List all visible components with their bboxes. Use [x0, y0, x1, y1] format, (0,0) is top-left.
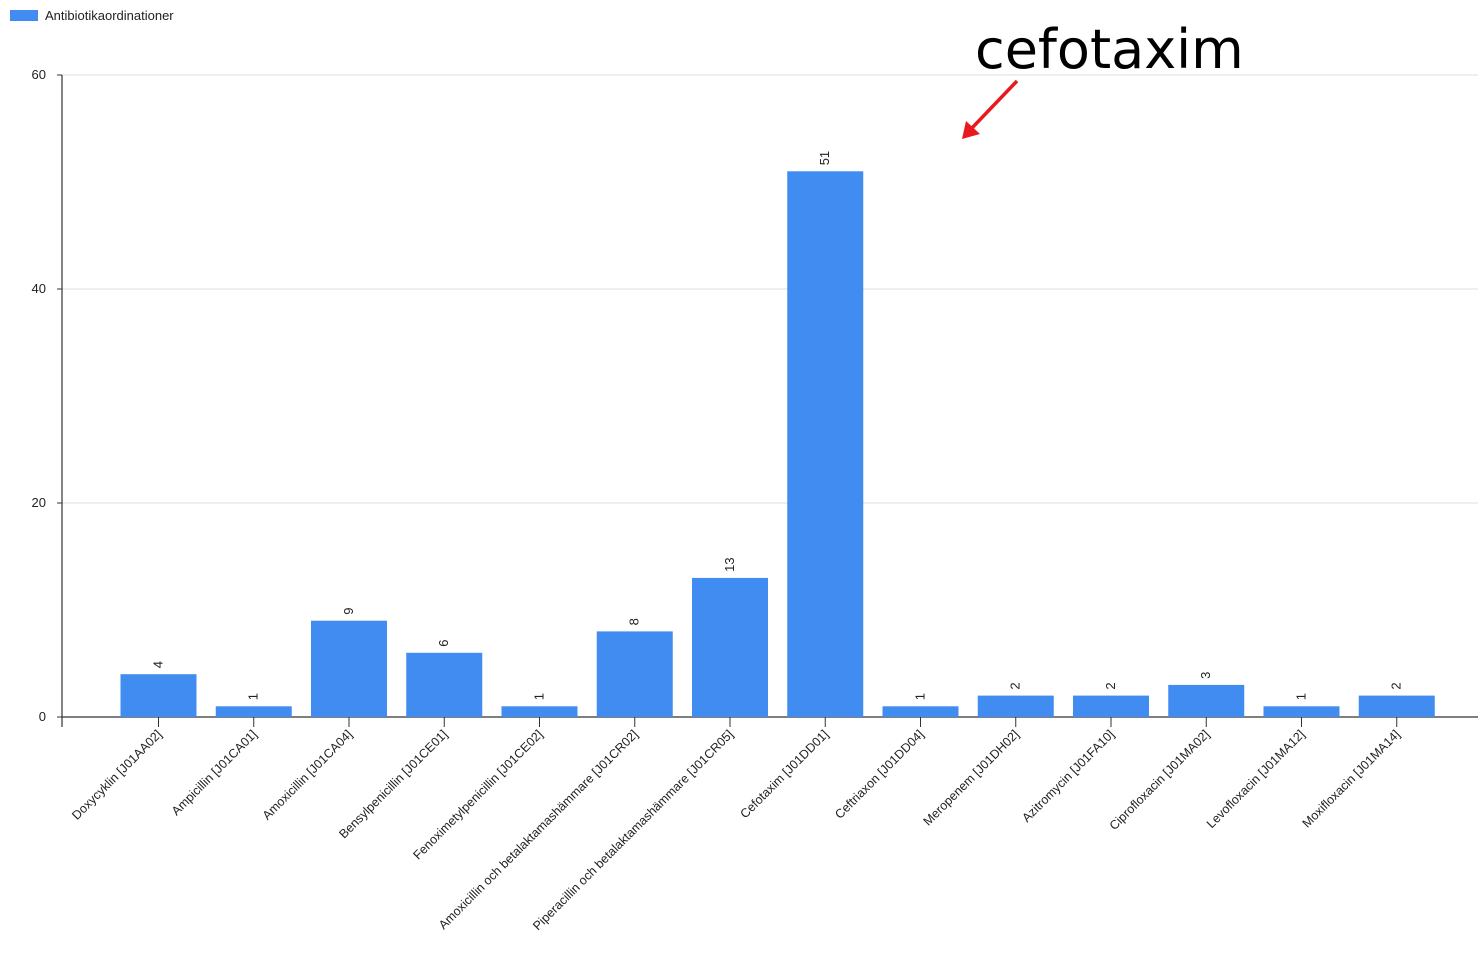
bar-2	[311, 620, 387, 717]
legend: Antibiotikaordinationer	[10, 8, 174, 23]
value-label-13: 2	[1389, 682, 1404, 689]
value-label-7: 51	[817, 151, 832, 165]
category-label-7: Cefotaxim [J01DD01]	[737, 727, 831, 821]
y-tick-label-40: 40	[32, 281, 46, 296]
category-label-1: Ampicillin [J01CA01]	[169, 727, 260, 818]
annotation: cefotaxim	[962, 18, 1244, 139]
y-tick-labels: 0 20 40 60	[32, 67, 62, 724]
bar-0	[120, 674, 197, 717]
bar-11	[1168, 684, 1245, 717]
value-label-10: 2	[1103, 682, 1118, 689]
category-label-10: Azitromycin [J01FA10]	[1019, 727, 1117, 825]
bar-7	[787, 171, 864, 718]
value-label-2: 9	[341, 607, 356, 614]
category-label-8: Ceftriaxon [J01DD04]	[832, 727, 926, 821]
value-label-11: 3	[1198, 672, 1213, 679]
x-ticks	[158, 717, 1398, 727]
bar-3	[406, 652, 483, 717]
bar-9	[977, 695, 1054, 717]
annotation-text: cefotaxim	[975, 18, 1244, 81]
bar-1	[215, 706, 292, 717]
category-label-9: Meropenem [J01DH02]	[921, 727, 1022, 828]
annotation-arrowhead	[962, 121, 980, 139]
category-label-5: Amoxicillin och betalaktamashämmare [J01…	[436, 727, 641, 932]
category-label-6: Piperacillin och betalaktamashämmare [J0…	[530, 727, 736, 933]
value-label-9: 2	[1008, 682, 1023, 689]
legend-swatch	[10, 10, 38, 21]
y-tick-label-20: 20	[32, 495, 46, 510]
y-tick-label-60: 60	[32, 67, 46, 82]
category-label-2: Amoxicillin [J01CA04]	[260, 727, 355, 822]
value-label-12: 1	[1294, 693, 1309, 700]
category-label-3: Bensylpenicillin [J01CE01]	[336, 727, 450, 841]
bar-13	[1358, 695, 1435, 717]
bars	[120, 171, 1435, 718]
annotation-arrow	[970, 79, 1019, 130]
bar-5	[596, 631, 673, 717]
value-labels: 4 1 9 6 1 8 13 51 1 2 2 3 1 2	[151, 151, 1404, 700]
category-label-11: Ciprofloxacin [J01MA02]	[1107, 727, 1213, 833]
value-label-0: 4	[151, 661, 166, 668]
axes	[61, 75, 1478, 727]
category-label-12: Levofloxacin [J01MA12]	[1204, 727, 1308, 831]
bar-4	[501, 706, 578, 717]
value-label-3: 6	[436, 640, 451, 647]
y-tick-label-0: 0	[39, 709, 46, 724]
gridlines	[62, 74, 1478, 504]
category-label-13: Moxifloxacin [J01MA14]	[1300, 727, 1403, 830]
value-label-4: 1	[532, 693, 547, 700]
category-label-0: Doxycyklin [J01AA02]	[69, 727, 164, 822]
value-label-8: 1	[913, 693, 928, 700]
bar-6	[692, 577, 768, 717]
bar-10	[1073, 695, 1149, 717]
value-label-6: 13	[722, 557, 737, 571]
bar-8	[882, 706, 959, 717]
legend-label: Antibiotikaordinationer	[45, 8, 174, 23]
category-labels: Doxycyklin [J01AA02] Ampicillin [J01CA01]…	[69, 727, 1403, 933]
bar-12	[1263, 706, 1340, 717]
value-label-1: 1	[246, 693, 261, 700]
value-label-5: 8	[627, 618, 642, 625]
